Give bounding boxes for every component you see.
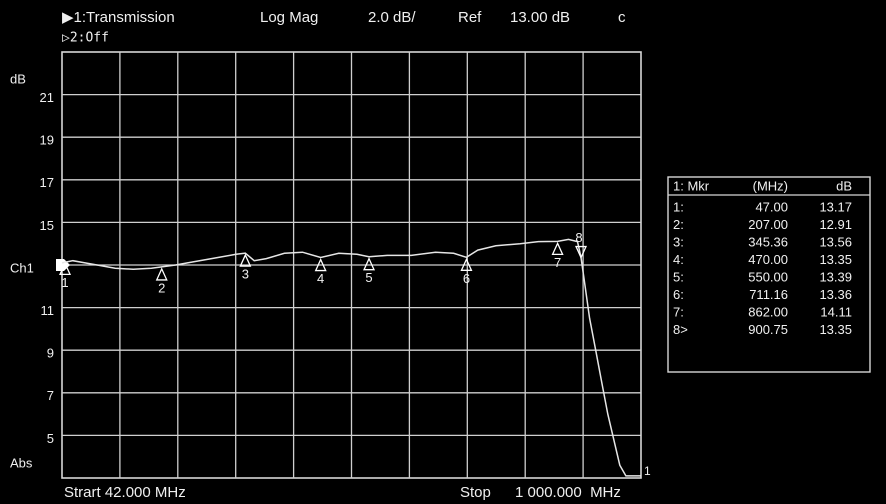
y-tick-label: 19 (40, 133, 54, 148)
table-freq: 900.75 (748, 322, 788, 337)
header-trace2: ▷2:Off (62, 31, 109, 46)
table-row-label: 4: (673, 252, 684, 267)
marker-label: 2 (158, 280, 165, 295)
trace-label: 1 (644, 464, 651, 478)
table-db: 13.35 (819, 322, 852, 337)
marker-triangle (575, 245, 588, 260)
table-row-label: 2: (673, 217, 684, 232)
table-freq: 550.00 (748, 269, 788, 284)
table-freq: 207.00 (748, 217, 788, 232)
y-tick-label: 7 (47, 388, 54, 403)
header-scale: 2.0 dB/ (368, 9, 416, 26)
table-header: dB (836, 178, 852, 193)
table-header: 1: Mkr (673, 178, 710, 193)
y-tick-label: Ch1 (10, 260, 34, 275)
table-db: 13.17 (819, 199, 852, 214)
y-bottom-label: Abs (10, 455, 33, 470)
header-flag: c (618, 9, 626, 26)
marker-label: 1 (61, 275, 68, 290)
table-freq: 711.16 (749, 287, 788, 302)
header-ref-value: 13.00 dB (510, 9, 570, 26)
table-row-label: 6: (673, 287, 684, 302)
table-row-label: 7: (673, 304, 684, 319)
y-tick-label: 11 (41, 303, 55, 318)
marker-label: 7 (554, 255, 561, 270)
marker-triangle (314, 257, 327, 272)
start-label: Strart 42.000 MHz (64, 484, 186, 501)
marker-triangle (239, 253, 252, 267)
header-ref: Ref (458, 9, 482, 26)
table-freq: 345.36 (748, 234, 788, 249)
trace (61, 238, 641, 477)
y-unit: dB (10, 71, 26, 86)
y-tick-label: 9 (47, 346, 54, 361)
table-frame (667, 176, 871, 373)
marker-triangle (59, 261, 72, 276)
table-freq: 862.00 (748, 304, 788, 319)
table-db: 13.39 (819, 269, 852, 284)
marker-triangle (551, 241, 564, 256)
y-tick-label: 5 (47, 431, 54, 446)
marker-label: 5 (365, 270, 372, 285)
marker-label: 8 (575, 230, 582, 245)
header-trace1: ▶1:Transmission (62, 9, 175, 26)
table-header: (MHz) (753, 178, 788, 193)
table-db: 12.91 (819, 217, 852, 232)
marker-triangle (460, 257, 473, 271)
table-db: 13.36 (819, 287, 852, 302)
stop-word: Stop (460, 484, 491, 501)
marker-label: 6 (463, 271, 470, 286)
table-freq: 470.00 (748, 252, 788, 267)
table-freq: 47.00 (755, 199, 788, 214)
marker-triangle (363, 257, 376, 271)
table-row-label: 1: (673, 199, 684, 214)
table-row-label: 8> (673, 322, 688, 337)
table-row-label: 5: (673, 269, 684, 284)
marker-triangle (155, 267, 168, 281)
stop-label: 1 000.000 MHz (515, 484, 621, 501)
table-db: 14.11 (820, 304, 852, 319)
table-row-label: 3: (673, 234, 684, 249)
marker-label: 4 (317, 271, 324, 286)
table-db: 13.35 (819, 252, 852, 267)
y-tick-label: 21 (40, 90, 54, 105)
y-tick-label: 17 (40, 175, 54, 190)
marker-label: 3 (242, 267, 249, 282)
table-db: 13.56 (819, 234, 852, 249)
header-format: Log Mag (260, 9, 318, 26)
marker-table: 1: Mkr (MHz) dB 1: 47.00 13.17 2: 207.00 12.9… (667, 176, 871, 373)
y-tick-label: 15 (40, 218, 54, 233)
